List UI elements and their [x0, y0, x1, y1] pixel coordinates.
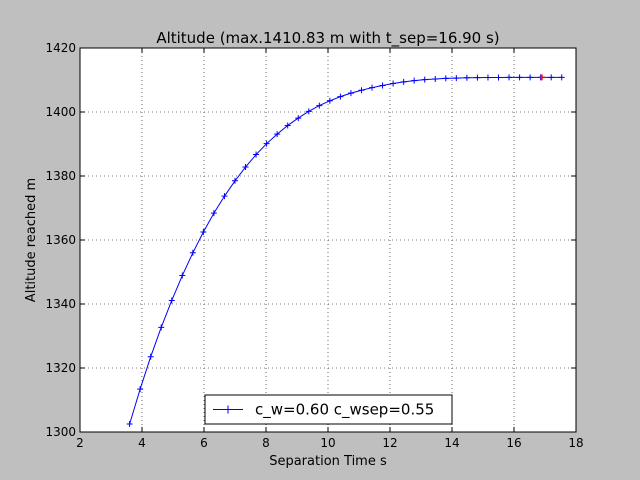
data-point [484, 74, 491, 81]
data-point [210, 210, 217, 217]
y-tick-label: 1300 [45, 425, 76, 439]
x-tick-label: 6 [200, 436, 208, 450]
max-point-marker [538, 74, 545, 81]
legend-marker [224, 405, 232, 414]
y-tick-label: 1360 [45, 233, 76, 247]
data-point [548, 74, 555, 81]
data-point [432, 76, 439, 83]
data-point [516, 74, 523, 81]
data-point [147, 353, 154, 360]
data-point [442, 75, 449, 82]
legend-label: c_w=0.60 c_wsep=0.55 [255, 401, 434, 420]
data-point [316, 102, 323, 109]
series-layer [126, 74, 565, 427]
x-tick-label: 4 [138, 436, 146, 450]
data-point [379, 82, 386, 89]
data-point [137, 386, 144, 393]
legend-box [204, 394, 453, 425]
y-tick-label: 1420 [45, 41, 76, 55]
y-tick-label: 1400 [45, 105, 76, 119]
data-point [295, 115, 302, 122]
data-point [527, 74, 534, 81]
data-point [369, 84, 376, 91]
data-point [463, 74, 470, 81]
data-point [474, 74, 481, 81]
x-axis-label: Separation Time s [269, 454, 387, 469]
y-tick-label: 1380 [45, 169, 76, 183]
data-point [337, 93, 344, 100]
data-point [558, 74, 565, 81]
data-point [421, 76, 428, 83]
data-point [221, 193, 228, 200]
data-point [411, 77, 418, 84]
data-point [506, 74, 513, 81]
data-point [305, 108, 312, 115]
x-tick-label: 10 [320, 436, 335, 450]
data-point [358, 87, 365, 94]
data-point [263, 140, 270, 147]
data-point [168, 297, 175, 304]
axis-ticks [79, 47, 577, 433]
legend: c_w=0.60 c_wsep=0.55 [204, 394, 453, 425]
data-point [400, 78, 407, 85]
chart-title: Altitude (max.1410.83 m with t_sep=16.90… [156, 29, 499, 48]
data-point [326, 97, 333, 104]
x-tick-label: 8 [262, 436, 270, 450]
x-tick-label: 14 [444, 436, 459, 450]
y-tick-labels: 1300 1320 1340 1360 1380 1400 1420 [45, 41, 76, 439]
data-point [242, 164, 249, 171]
x-tick-label: 12 [382, 436, 397, 450]
x-tick-label: 18 [568, 436, 583, 450]
data-point [158, 324, 165, 331]
data-point [200, 229, 207, 235]
data-point [495, 74, 502, 81]
x-tick-label: 2 [76, 436, 84, 450]
data-point [284, 122, 291, 129]
data-point [179, 272, 186, 279]
data-point [253, 151, 260, 158]
data-point [232, 177, 238, 184]
y-axis-label: Altitude reached m [24, 178, 39, 302]
y-tick-label: 1320 [45, 361, 76, 375]
data-point [347, 90, 354, 97]
data-point [189, 249, 196, 256]
y-tick-label: 1340 [45, 297, 76, 311]
data-point [453, 75, 460, 82]
x-tick-labels: 2 4 6 8 10 12 14 16 18 [76, 436, 583, 450]
data-point [274, 131, 281, 138]
data-point [390, 80, 397, 87]
x-tick-label: 16 [506, 436, 521, 450]
data-point [126, 421, 133, 427]
